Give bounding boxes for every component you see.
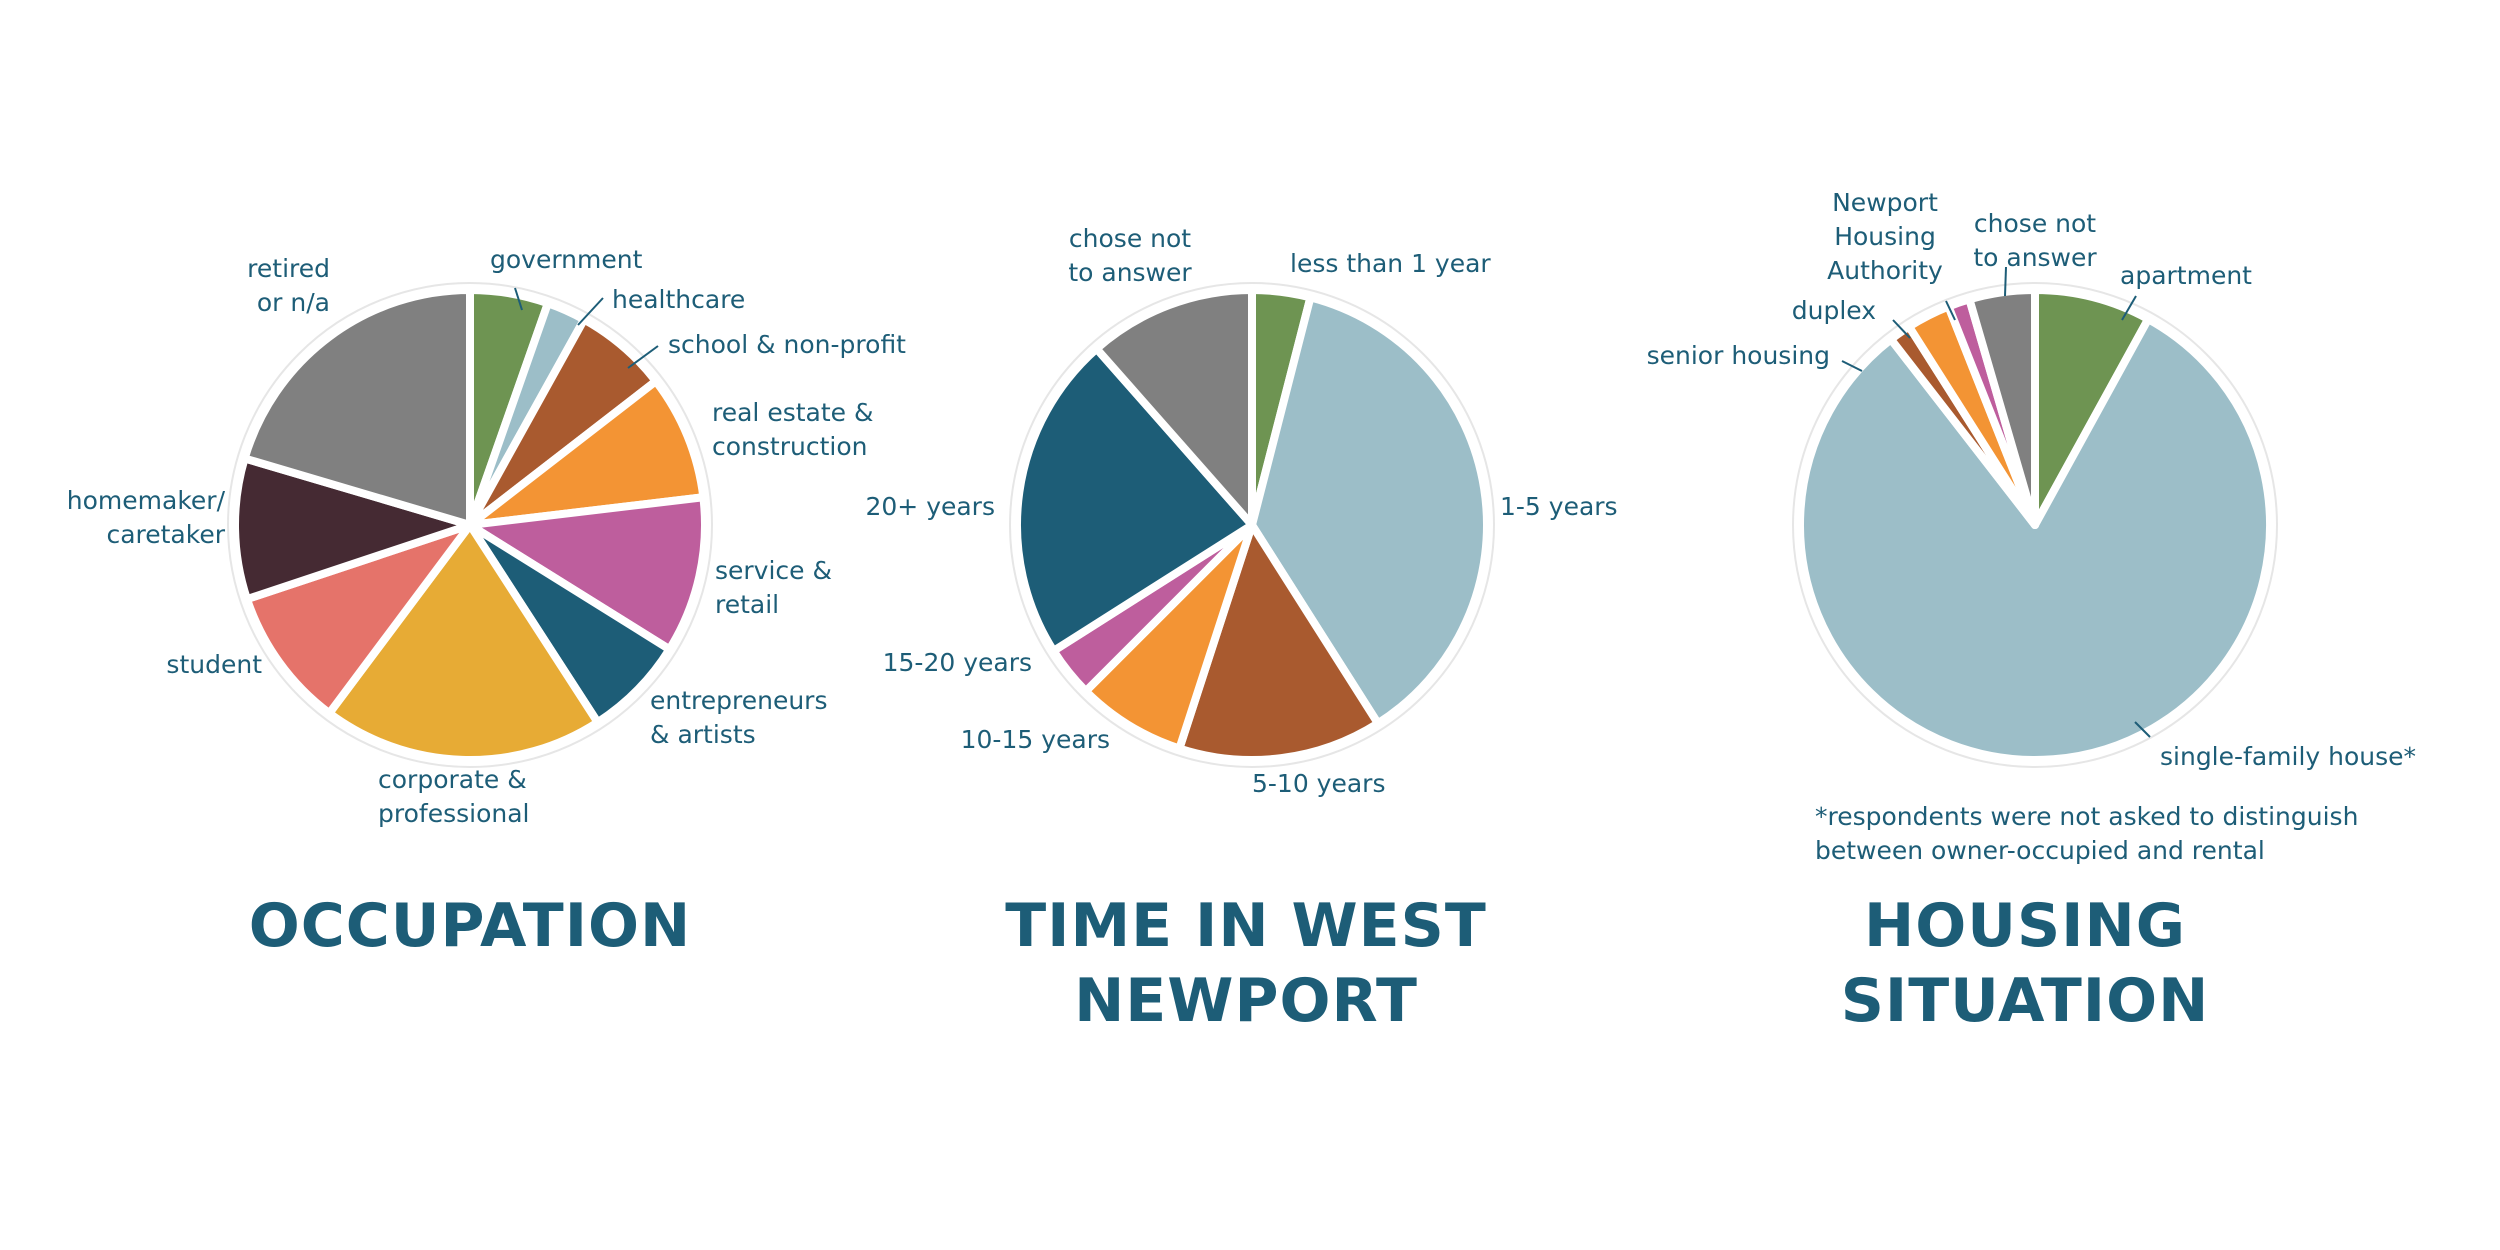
leader-line-housing-3 — [1892, 319, 1911, 339]
slice-housing-5 — [1965, 286, 2039, 529]
label-entrepreneurs-artists: entrepreneurs & artists — [650, 686, 828, 749]
slice-occupation-3 — [466, 377, 708, 529]
label-less-than-1-year: less than 1 year — [1290, 249, 1491, 278]
slice-occupation-8 — [231, 454, 474, 604]
pie-housing — [1792, 266, 2278, 768]
title-time-in-west-newport: TIME IN WEST NEWPORT — [1005, 891, 1487, 1036]
housing-footnote: *respondents were not asked to distingui… — [1815, 802, 2359, 865]
label-homemaker-caretaker: homemaker/ caretaker — [66, 486, 225, 549]
slice-time-6 — [1092, 286, 1256, 529]
slice-occupation-6 — [325, 521, 602, 764]
label-student: student — [166, 650, 262, 679]
leader-line-housing-4 — [1945, 300, 1956, 321]
leader-line-occupation-1 — [577, 297, 604, 326]
slice-occupation-9 — [240, 286, 474, 529]
label-senior-housing: senior housing — [1646, 341, 1830, 370]
label-school-non-profit: school & non-profit — [668, 330, 906, 359]
label-20-plus-years: 20+ years — [865, 492, 995, 521]
leader-line-housing-5 — [2004, 266, 2007, 297]
leader-line-housing-2 — [1841, 360, 1863, 372]
leader-line-occupation-0 — [514, 287, 523, 311]
label-time-chose-not-to-answer: chose not to answer — [1068, 224, 1192, 287]
label-government: government — [490, 245, 643, 274]
label-healthcare: healthcare — [612, 285, 746, 314]
label-15-20-years: 15-20 years — [882, 648, 1032, 677]
label-corporate-professional: corporate & professional — [378, 765, 530, 828]
pie-outline-occupation — [227, 282, 713, 768]
label-10-15-years: 10-15 years — [960, 725, 1110, 754]
label-apartment: apartment — [2120, 261, 2252, 290]
leader-line-housing-1 — [2134, 721, 2151, 738]
slice-occupation-4 — [466, 493, 709, 654]
pie-occupation — [227, 282, 713, 768]
label-retired: retired or n/a — [247, 254, 330, 317]
label-service-retail: service & retail — [715, 556, 832, 619]
label-real-estate-construction: real estate & construction — [712, 398, 874, 461]
pie-outline-time — [1009, 282, 1495, 768]
slice-time-2 — [1175, 521, 1382, 764]
label-newport-housing-authority: Newport Housing Authority — [1827, 188, 1943, 285]
label-5-10-years: 5-10 years — [1252, 769, 1386, 798]
pie-time — [1009, 282, 1495, 768]
label-single-family-house: single-family house* — [2160, 742, 2417, 771]
label-duplex: duplex — [1791, 296, 1876, 325]
slice-occupation-7 — [242, 521, 474, 718]
label-1-5-years: 1-5 years — [1500, 492, 1618, 521]
label-housing-chose-not-to-answer: chose not to answer — [1973, 209, 2097, 272]
title-occupation: OCCUPATION — [248, 891, 692, 961]
slice-housing-1 — [1796, 315, 2274, 765]
title-housing-situation: HOUSING SITUATION — [1840, 891, 2210, 1036]
leader-line-housing-0 — [2121, 295, 2137, 321]
slice-time-5 — [1013, 344, 1256, 655]
pie-outline-housing — [1792, 282, 2278, 768]
leader-line-occupation-2 — [627, 345, 659, 369]
